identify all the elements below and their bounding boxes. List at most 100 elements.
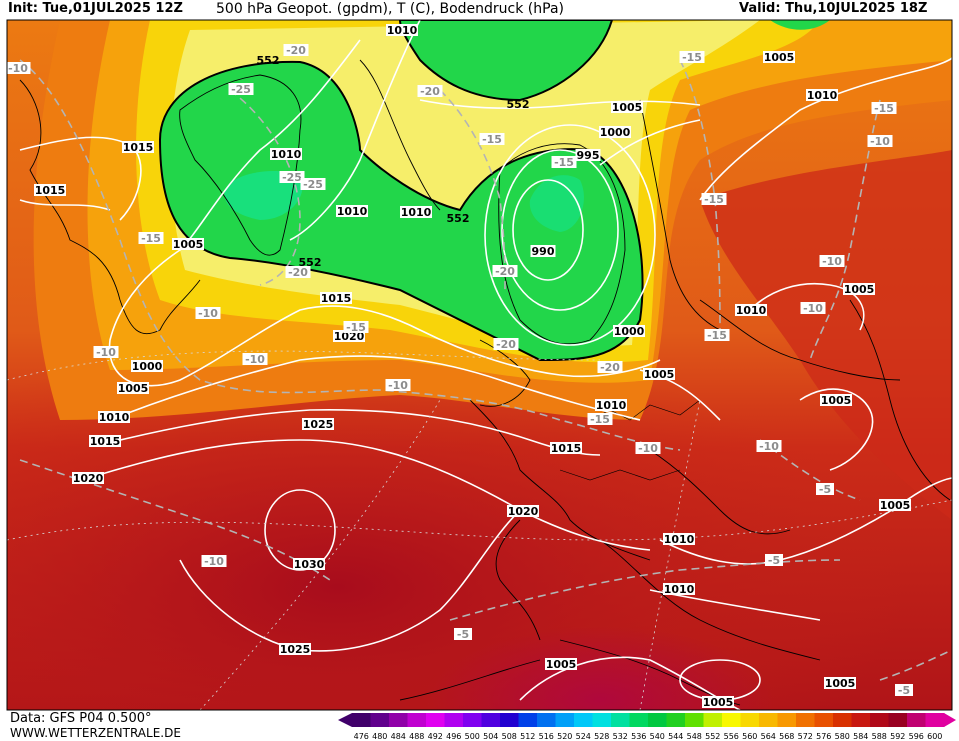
isotherm-label-box <box>704 329 730 341</box>
isotherm-label: -25 <box>279 171 305 184</box>
isotherm-label: -5 <box>816 483 834 496</box>
isobar-label: 1015 <box>34 184 66 197</box>
isobar-label-box <box>613 325 645 337</box>
isobar-label: 1005 <box>117 382 149 395</box>
isotherm-label-box <box>816 483 834 495</box>
scale-swatch <box>463 713 482 727</box>
isotherm-label: -20 <box>597 361 623 374</box>
isobar-label-text: 1015 <box>35 184 66 197</box>
isotherm-label: -20 <box>285 266 311 279</box>
isotherm-label: -15 <box>679 51 705 64</box>
temperature-label-layer: -10-20-25 -20-15-15-10-15-15-25-25-15-15-… <box>5 44 913 697</box>
isotherm-label-text: -5 <box>819 483 831 496</box>
isotherm-label-box <box>895 684 913 696</box>
isotherm-label: -25 <box>300 178 326 191</box>
isobar-label-text: 1005 <box>612 101 643 114</box>
isotherm-label: -5 <box>895 684 913 697</box>
isobar-label: 1005 <box>611 101 643 114</box>
isotherm-label: -10 <box>5 62 31 75</box>
isotherm-label-text: -20 <box>495 265 515 278</box>
scale-tick-label: 532 <box>613 732 628 741</box>
isobar-label-text: 1000 <box>132 360 163 373</box>
scale-tick-label: 512 <box>520 732 535 741</box>
isotherm-label-text: -15 <box>346 321 366 334</box>
isobar-label-box <box>72 472 104 484</box>
isobar-label: 1010 <box>663 583 695 596</box>
geopotential-label-text: 552 <box>299 256 322 269</box>
map-title: 500 hPa Geopot. (gpdm), T (C), Bodendruc… <box>216 1 564 17</box>
isobar-label-box <box>530 245 556 257</box>
isotherm-label-box <box>228 83 254 95</box>
isotherm-label: -20 <box>492 265 518 278</box>
isotherm-label-box <box>867 135 893 147</box>
isobar-label-text: 1005 <box>118 382 149 395</box>
isobar-label: 1000 <box>613 325 645 338</box>
isobar-label-text: 1000 <box>614 325 645 338</box>
isobar-label: 1020 <box>72 472 104 485</box>
isotherm-label-text: -15 <box>707 329 727 342</box>
isobar-label: 1010 <box>270 148 302 161</box>
isotherm-label-text: -10 <box>8 62 28 75</box>
color-scale: 476 480 484 488 492 496 500 504 508 512 516 520 524 5… <box>338 713 956 741</box>
isotherm-label-box <box>551 156 577 168</box>
isotherm-label-text: -10 <box>245 353 265 366</box>
isobar-label-box <box>820 394 852 406</box>
scale-tick-label: 500 <box>465 732 480 741</box>
isotherm-label-text: -10 <box>388 379 408 392</box>
isobar-label-box <box>336 205 368 217</box>
isobar-label: 1005 <box>702 696 734 709</box>
isotherm-label-text: -10 <box>822 255 842 268</box>
scale-swatch <box>888 713 908 727</box>
scale-swatch <box>703 713 723 727</box>
isobar-label-text: 1005 <box>844 283 875 296</box>
scale-swatch <box>407 713 427 727</box>
isobar-label-box <box>507 505 539 517</box>
isotherm-label: -10 <box>93 346 119 359</box>
isotherm-label: -20 <box>417 85 443 98</box>
isotherm-label-box <box>493 338 519 350</box>
isotherm-label: -10 <box>819 255 845 268</box>
isobar-label-text: 1015 <box>90 435 121 448</box>
isobar-label-text: 1010 <box>596 399 627 412</box>
isotherm-label: -20 <box>493 338 519 351</box>
isobar-label-text: 1020 <box>73 472 104 485</box>
isobar-label: 1005 <box>545 658 577 671</box>
isobar-label-text: 1010 <box>664 533 695 546</box>
scale-swatch <box>740 713 760 727</box>
scale-tick-label: 520 <box>557 732 572 741</box>
geopotential-label-text: 552 <box>257 54 280 67</box>
isobar-label-text: 1005 <box>825 677 856 690</box>
scale-swatch <box>592 713 612 727</box>
isobar-label: 1010 <box>663 533 695 546</box>
isotherm-label: -15 <box>551 156 577 169</box>
scale-tick-label: 592 <box>890 732 905 741</box>
isobar-label: 1010 <box>735 304 767 317</box>
isobar-label-text: 1015 <box>123 141 154 154</box>
isobar-label-text: 1010 <box>99 411 130 424</box>
scale-swatch <box>611 713 630 727</box>
isotherm-label-text: -10 <box>803 302 823 315</box>
isobar-label-box <box>279 643 311 655</box>
isotherm-label: -15 <box>587 413 613 426</box>
isotherm-label-text: -25 <box>282 171 302 184</box>
isotherm-label: -5 <box>454 628 472 641</box>
scale-swatch <box>666 713 686 727</box>
isotherm-label-box <box>454 628 472 640</box>
isobar-label-text: 1005 <box>173 238 204 251</box>
isobar-label-box <box>293 558 325 570</box>
isobar-label-text: 1020 <box>334 330 365 343</box>
isotherm-label-text: -20 <box>288 266 308 279</box>
isotherm-label-box <box>93 346 119 358</box>
isotherm-label-box <box>871 102 897 114</box>
isotherm-label: -25 <box>228 83 254 96</box>
isotherm-label-box <box>587 413 613 425</box>
east-warm-area <box>700 150 952 520</box>
isobar-label-box <box>550 442 582 454</box>
isotherm-label-text: -20 <box>600 361 620 374</box>
isobar-label-box <box>663 533 695 545</box>
isobar-label: 1025 <box>302 418 334 431</box>
isobar-label-box <box>122 141 154 153</box>
scale-tick-label: 544 <box>668 732 683 741</box>
isobar-label-text: 990 <box>532 245 555 258</box>
cold-core-norway <box>529 175 584 232</box>
